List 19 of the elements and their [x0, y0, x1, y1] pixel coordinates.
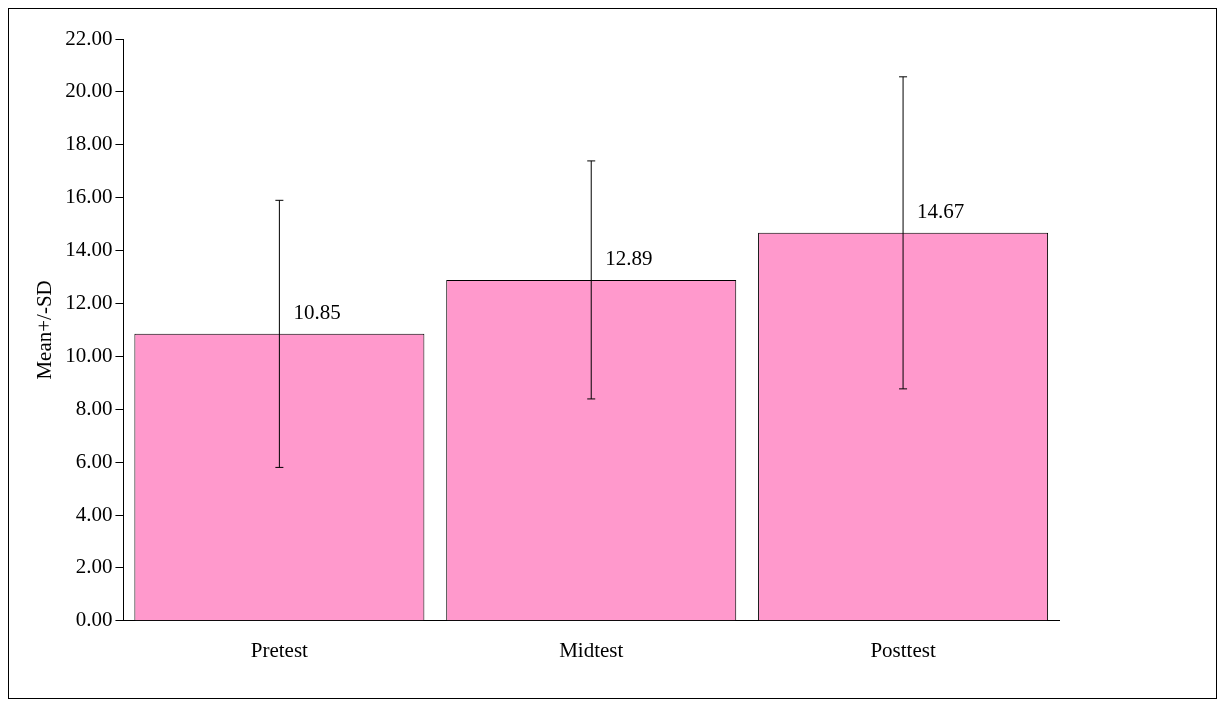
y-tick-label: 22.00: [65, 25, 113, 50]
x-tick-label: Midtest: [559, 637, 624, 662]
data-label: 12.89: [605, 245, 653, 270]
data-label: 10.85: [293, 299, 341, 324]
x-tick-label: Posttest: [870, 637, 936, 662]
y-tick-label: 4.00: [75, 501, 113, 526]
y-tick-label: 18.00: [65, 131, 113, 156]
data-label: 14.67: [917, 198, 965, 223]
y-tick-label: 0.00: [75, 607, 113, 632]
y-tick-label: 10.00: [65, 342, 113, 367]
y-tick-label: 6.00: [75, 448, 113, 473]
y-tick-label: 14.00: [65, 237, 113, 262]
y-tick-label: 8.00: [75, 395, 113, 420]
y-tick-label: 16.00: [65, 184, 113, 209]
y-tick-label: 12.00: [65, 289, 113, 314]
y-tick-label: 20.00: [65, 78, 113, 103]
y-axis-title: Mean+/-SD: [32, 280, 57, 380]
x-tick-label: Pretest: [250, 637, 309, 662]
y-tick-label: 2.00: [75, 554, 113, 579]
